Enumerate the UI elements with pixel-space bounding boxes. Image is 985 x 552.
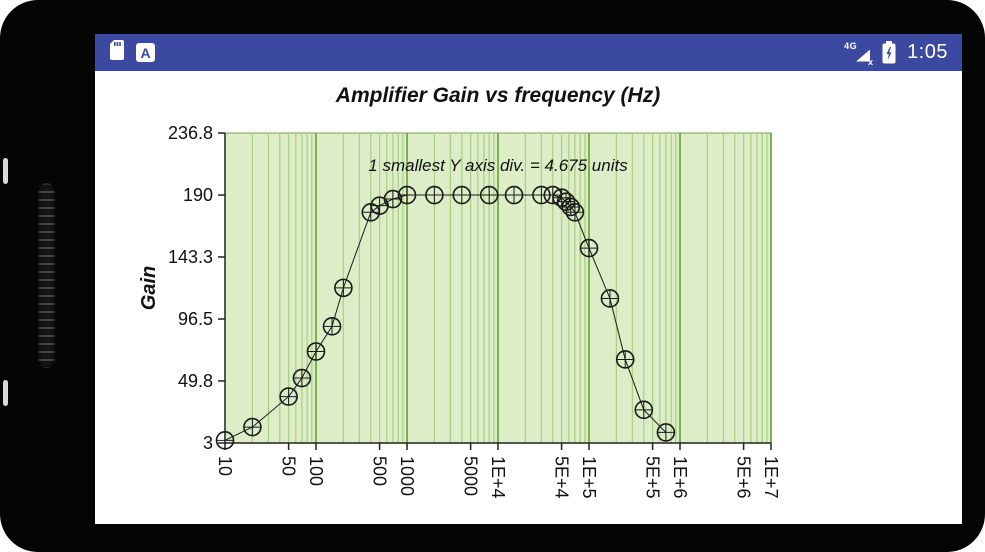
y-division-annotation: 1 smallest Y axis div. = 4.675 units (368, 156, 628, 175)
network-type-label: 4G (844, 40, 858, 51)
svg-text:236.8: 236.8 (168, 123, 213, 143)
data-markers (215, 185, 676, 450)
svg-text:3: 3 (203, 433, 213, 453)
svg-text:1E+7: 1E+7 (761, 456, 781, 499)
y-axis-labels: 3 49.8 96.5 143.3 190 236.8 (168, 123, 225, 453)
svg-text:1E+5: 1E+5 (579, 456, 599, 499)
no-data-x-icon: x (868, 56, 874, 67)
keyboard-a-icon: A (136, 43, 155, 62)
speaker-grille (38, 183, 55, 368)
status-clock: 1:05 (907, 41, 948, 63)
volume-button (3, 380, 8, 406)
svg-text:1000: 1000 (397, 456, 417, 496)
gain-frequency-chart: 10 50 100 500 1000 5000 1E+4 5E+4 1E+5 5E+5 1E+6 5E… (168, 123, 781, 499)
data-series (224, 194, 667, 441)
svg-text:500: 500 (370, 456, 390, 486)
svg-text:5000: 5000 (461, 456, 481, 496)
sd-card-icon (109, 40, 125, 65)
svg-text:96.5: 96.5 (178, 309, 213, 329)
status-bar: A 4G x 1:05 (95, 34, 962, 71)
x-axis-labels: 10 50 100 500 1000 5000 1E+4 5E+4 1E+5 5E+5 1E+6 5E… (215, 443, 781, 499)
gridlines (251, 133, 772, 443)
screen: A 4G x 1:05 10 50 100 500 1000 5000 1E (95, 34, 962, 524)
signal-4g-icon: 4G x (844, 40, 874, 67)
svg-text:5E+4: 5E+4 (552, 456, 572, 499)
battery-charging-icon (882, 41, 896, 64)
app-content: 10 50 100 500 1000 5000 1E+4 5E+4 1E+5 5E+5 1E+6 5E… (95, 71, 962, 524)
y-axis-title: Gain (138, 265, 160, 311)
svg-text:50: 50 (279, 456, 299, 476)
chart-title: Amplifier Gain vs frequency (Hz) (335, 84, 661, 107)
svg-text:5E+6: 5E+6 (734, 456, 754, 499)
svg-text:190: 190 (183, 185, 213, 205)
svg-text:143.3: 143.3 (168, 247, 213, 267)
svg-text:5E+5: 5E+5 (643, 456, 663, 499)
svg-text:49.8: 49.8 (178, 371, 213, 391)
svg-text:100: 100 (306, 456, 326, 486)
power-button (3, 158, 8, 184)
svg-text:1E+4: 1E+4 (488, 456, 508, 499)
svg-text:10: 10 (215, 456, 235, 476)
svg-text:1E+6: 1E+6 (670, 456, 690, 499)
